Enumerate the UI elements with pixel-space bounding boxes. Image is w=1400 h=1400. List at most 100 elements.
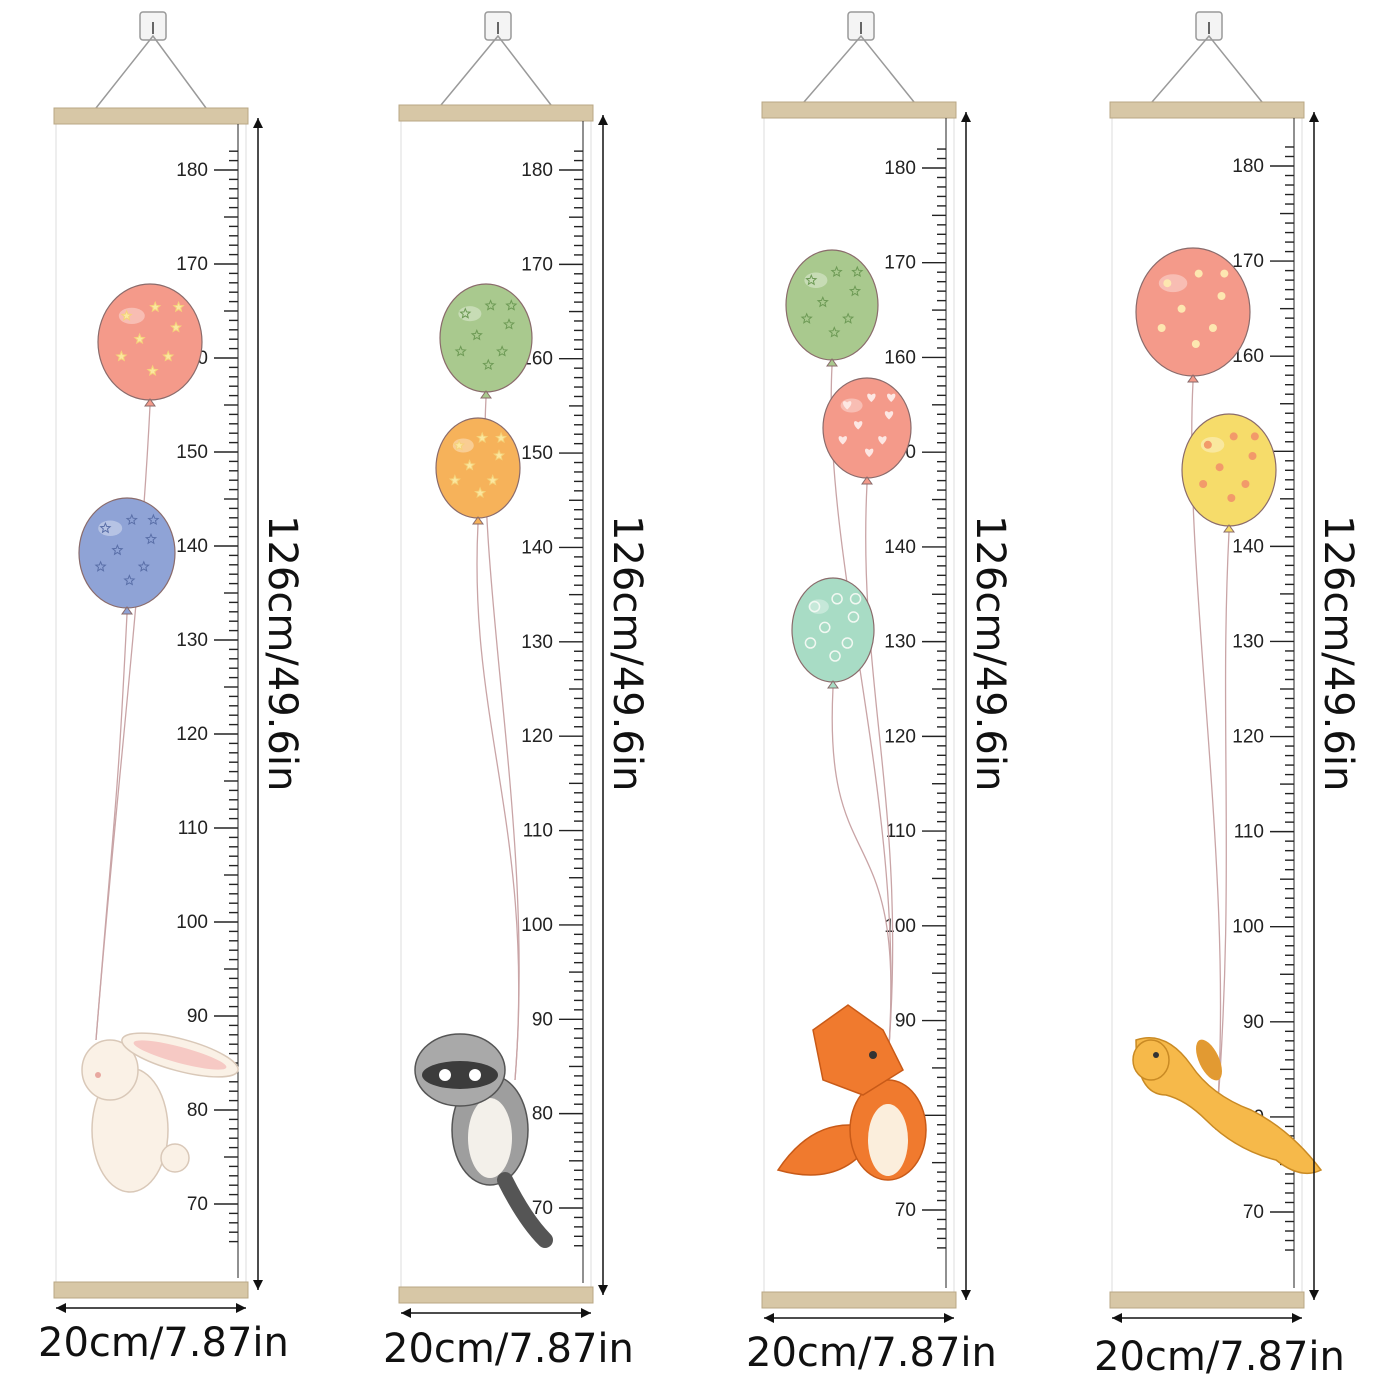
top-wood-bar bbox=[1109, 101, 1305, 119]
swirl-mark bbox=[829, 650, 841, 662]
star-mark bbox=[816, 296, 829, 308]
heart-mark bbox=[854, 421, 863, 430]
ruler-label: 170 bbox=[521, 254, 553, 275]
balloon-shape bbox=[97, 283, 203, 401]
raccoon-eye bbox=[439, 1069, 451, 1081]
height-label: 126cm/49.6in bbox=[1315, 515, 1361, 792]
width-arrow-head bbox=[1112, 1313, 1122, 1323]
balloon-knot bbox=[144, 398, 156, 407]
flower-mark bbox=[1220, 269, 1229, 278]
flower-mark bbox=[1208, 324, 1217, 332]
bunny-icon bbox=[81, 1032, 239, 1193]
swirl-mark bbox=[831, 593, 843, 605]
flower-mark bbox=[1194, 269, 1203, 278]
ruler-label: 140 bbox=[1232, 536, 1264, 557]
bunny-ear-inner bbox=[133, 1040, 227, 1070]
star-mark bbox=[800, 312, 813, 324]
ruler-label: 120 bbox=[176, 724, 208, 745]
balloon-knot bbox=[1187, 374, 1199, 383]
star-mark bbox=[144, 533, 158, 545]
ruler-label: 150 bbox=[176, 442, 208, 463]
ruler-label: 90 bbox=[895, 1011, 916, 1032]
star-mark bbox=[484, 299, 497, 311]
hook-icon bbox=[484, 11, 512, 41]
raccoon-belly bbox=[468, 1098, 512, 1178]
star-mark bbox=[474, 486, 487, 499]
ruler-label: 100 bbox=[521, 915, 553, 936]
star-mark bbox=[476, 431, 489, 444]
balloon-string bbox=[865, 483, 894, 1061]
star-mark bbox=[830, 265, 843, 278]
raccoon-icon bbox=[414, 1033, 553, 1248]
balloon-icon bbox=[435, 417, 521, 525]
flower-mark bbox=[1241, 480, 1250, 488]
flower-mark bbox=[1163, 279, 1172, 288]
ruler-label: 140 bbox=[176, 536, 208, 557]
flower-mark bbox=[1229, 432, 1238, 441]
swirl-mark bbox=[808, 600, 821, 613]
hanging-string bbox=[95, 34, 207, 109]
star-mark bbox=[454, 345, 467, 357]
ruler-label: 90 bbox=[532, 1009, 553, 1030]
star-mark bbox=[495, 431, 508, 444]
balloon-knot bbox=[827, 680, 839, 689]
ruler-label: 130 bbox=[884, 632, 916, 653]
star-mark bbox=[805, 274, 818, 286]
balloon-shape bbox=[439, 283, 533, 393]
ruler-label: 180 bbox=[176, 160, 208, 181]
width-arrow-head bbox=[944, 1313, 954, 1323]
ruler-label: 110 bbox=[886, 821, 916, 842]
fox-icon bbox=[776, 1004, 927, 1181]
height-arrow-head bbox=[598, 1285, 608, 1295]
ruler-label: 160 bbox=[1232, 346, 1264, 367]
swirl-mark bbox=[804, 637, 817, 649]
top-wood-bar bbox=[761, 101, 957, 119]
balloon-icon bbox=[439, 283, 533, 399]
star-mark bbox=[111, 544, 124, 556]
balloon-shine bbox=[1158, 274, 1188, 293]
star-mark bbox=[123, 574, 136, 586]
ruler-label: 120 bbox=[521, 726, 553, 747]
hanging-string bbox=[440, 34, 552, 106]
width-label: 20cm/7.87in bbox=[38, 1320, 289, 1366]
flower-mark bbox=[1250, 432, 1259, 441]
hook-icon bbox=[1195, 11, 1223, 41]
raccoon-eye bbox=[469, 1069, 481, 1081]
bunny-tail bbox=[160, 1143, 190, 1173]
balloon-shape bbox=[1181, 413, 1277, 527]
balloon-shape bbox=[822, 377, 912, 479]
bottom-wood-bar bbox=[761, 1291, 957, 1309]
fox-belly bbox=[868, 1104, 908, 1176]
hook-icon bbox=[139, 11, 167, 41]
star-mark bbox=[459, 307, 472, 319]
star-mark bbox=[94, 560, 107, 572]
balloon-icon bbox=[1135, 247, 1251, 383]
width-label: 20cm/7.87in bbox=[746, 1330, 997, 1376]
ruler-label: 160 bbox=[884, 347, 916, 368]
balloon-icon bbox=[1181, 413, 1277, 533]
ruler-label: 120 bbox=[884, 726, 916, 747]
height-label: 126cm/49.6in bbox=[259, 515, 305, 792]
ruler-label: 130 bbox=[521, 632, 553, 653]
fox-head bbox=[812, 1004, 904, 1096]
height-arrow-head bbox=[961, 112, 971, 122]
balloon-shine bbox=[118, 307, 145, 325]
star-mark bbox=[146, 364, 159, 377]
width-arrow-head bbox=[764, 1313, 774, 1323]
star-mark bbox=[502, 318, 516, 330]
ruler-label: 180 bbox=[521, 160, 553, 181]
bunny-head bbox=[81, 1039, 139, 1101]
balloon-string bbox=[1215, 531, 1230, 1131]
balloon-shine bbox=[1200, 436, 1225, 453]
width-arrow-head bbox=[401, 1308, 411, 1318]
growth-chart-raccoon: 180 170 160 150 140 130 120 110 100 90 80 70 20cm/7… bbox=[345, 0, 650, 1400]
star-mark bbox=[848, 285, 862, 297]
balloon-shape bbox=[78, 497, 176, 609]
ruler-label: 150 bbox=[521, 443, 553, 464]
star-mark bbox=[115, 350, 128, 362]
balloon-knot bbox=[121, 606, 133, 615]
height-label: 126cm/49.6in bbox=[604, 515, 650, 792]
puppy-head bbox=[1132, 1039, 1170, 1081]
balloon-knot bbox=[826, 358, 838, 367]
